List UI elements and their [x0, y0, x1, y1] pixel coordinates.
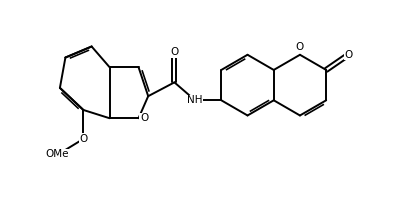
- Text: O: O: [344, 50, 352, 60]
- Text: OMe: OMe: [45, 149, 69, 159]
- Text: NH: NH: [188, 95, 203, 105]
- Text: O: O: [296, 42, 304, 52]
- Text: O: O: [140, 113, 148, 123]
- Text: O: O: [170, 47, 178, 57]
- Text: O: O: [79, 134, 88, 144]
